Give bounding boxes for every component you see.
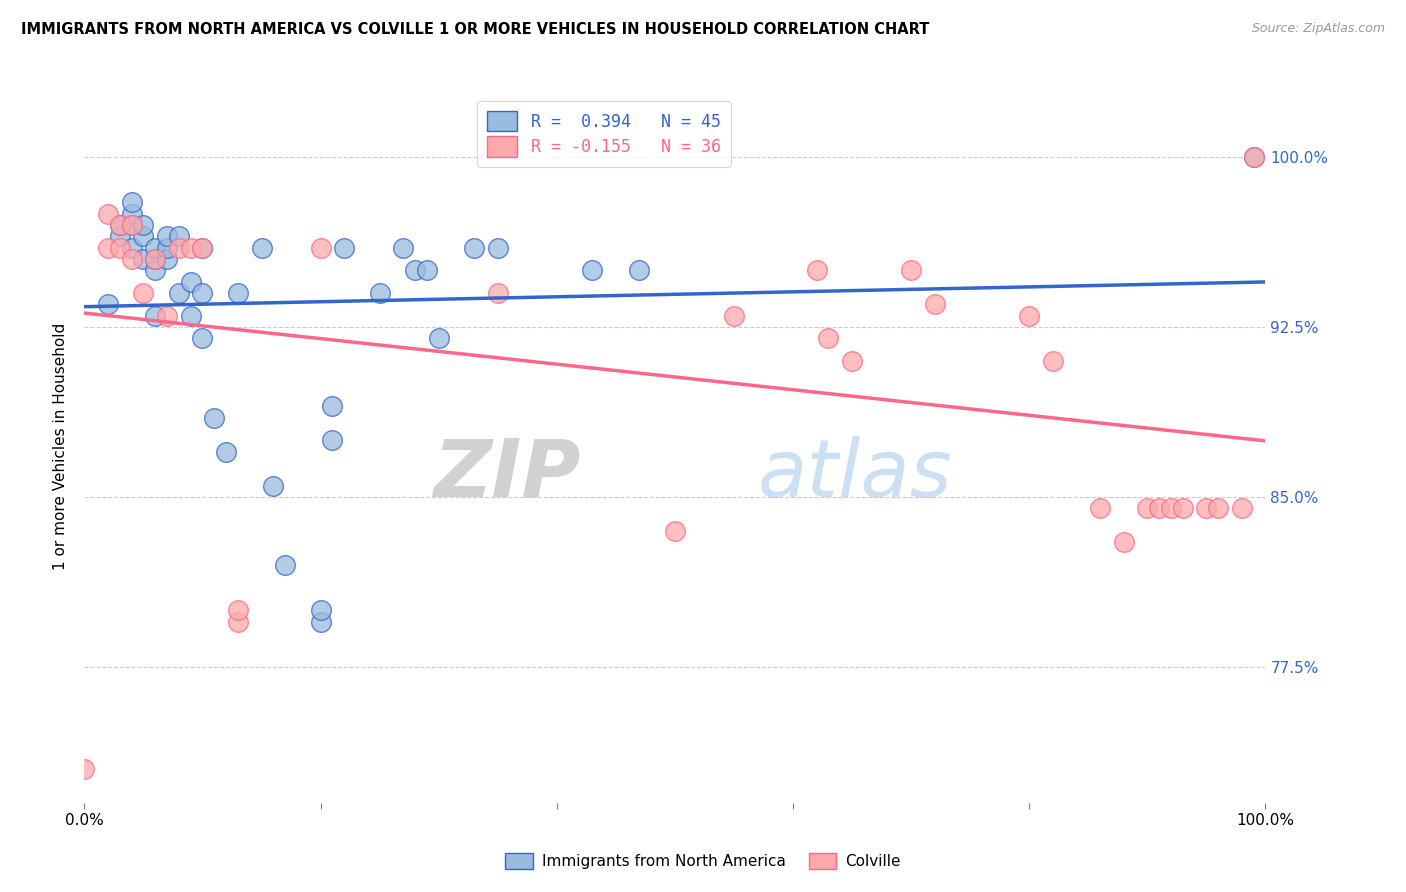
Point — [262, 478, 284, 492]
Point — [368, 286, 391, 301]
Point — [463, 241, 485, 255]
Point — [309, 615, 332, 629]
Point — [156, 229, 179, 244]
Point — [108, 241, 131, 255]
Point — [191, 331, 214, 345]
Point — [180, 309, 202, 323]
Point — [250, 241, 273, 255]
Point — [1088, 501, 1111, 516]
Point — [1147, 501, 1170, 516]
Point — [806, 263, 828, 277]
Point — [1230, 501, 1253, 516]
Point — [817, 331, 839, 345]
Point — [143, 252, 166, 266]
Point — [167, 286, 190, 301]
Point — [121, 218, 143, 232]
Point — [664, 524, 686, 538]
Text: ZIP: ZIP — [433, 435, 581, 514]
Point — [900, 263, 922, 277]
Point — [321, 434, 343, 448]
Point — [1206, 501, 1229, 516]
Point — [1195, 501, 1218, 516]
Point — [132, 286, 155, 301]
Point — [1112, 535, 1135, 549]
Point — [924, 297, 946, 311]
Point — [121, 252, 143, 266]
Point — [1042, 354, 1064, 368]
Point — [226, 286, 249, 301]
Text: Source: ZipAtlas.com: Source: ZipAtlas.com — [1251, 22, 1385, 36]
Point — [274, 558, 297, 572]
Point — [108, 229, 131, 244]
Point — [121, 195, 143, 210]
Point — [392, 241, 415, 255]
Point — [1018, 309, 1040, 323]
Point — [486, 241, 509, 255]
Text: IMMIGRANTS FROM NORTH AMERICA VS COLVILLE 1 OR MORE VEHICLES IN HOUSEHOLD CORREL: IMMIGRANTS FROM NORTH AMERICA VS COLVILL… — [21, 22, 929, 37]
Point — [1171, 501, 1194, 516]
Point — [723, 309, 745, 323]
Legend: R =  0.394   N = 45, R = -0.155   N = 36: R = 0.394 N = 45, R = -0.155 N = 36 — [478, 101, 731, 167]
Point — [97, 207, 120, 221]
Point — [1160, 501, 1182, 516]
Point — [309, 241, 332, 255]
Point — [202, 410, 225, 425]
Point — [132, 252, 155, 266]
Point — [73, 762, 96, 776]
Point — [97, 241, 120, 255]
Point — [143, 309, 166, 323]
Point — [416, 263, 439, 277]
Point — [132, 229, 155, 244]
Point — [191, 241, 214, 255]
Point — [167, 241, 190, 255]
Point — [628, 263, 651, 277]
Point — [191, 241, 214, 255]
Point — [143, 241, 166, 255]
Point — [97, 297, 120, 311]
Point — [121, 207, 143, 221]
Point — [180, 275, 202, 289]
Point — [309, 603, 332, 617]
Point — [132, 218, 155, 232]
Point — [333, 241, 356, 255]
Legend: Immigrants from North America, Colville: Immigrants from North America, Colville — [499, 847, 907, 875]
Point — [156, 309, 179, 323]
Point — [167, 229, 190, 244]
Point — [404, 263, 426, 277]
Point — [1136, 501, 1159, 516]
Point — [841, 354, 863, 368]
Point — [215, 444, 238, 458]
Text: atlas: atlas — [758, 435, 952, 514]
Point — [121, 218, 143, 232]
Point — [180, 241, 202, 255]
Point — [156, 252, 179, 266]
Point — [226, 615, 249, 629]
Point — [427, 331, 450, 345]
Point — [486, 286, 509, 301]
Point — [156, 241, 179, 255]
Point — [321, 400, 343, 414]
Point — [191, 286, 214, 301]
Point — [1243, 150, 1265, 164]
Point — [143, 252, 166, 266]
Point — [143, 263, 166, 277]
Point — [1243, 150, 1265, 164]
Point — [108, 218, 131, 232]
Point — [108, 218, 131, 232]
Point — [581, 263, 603, 277]
Point — [226, 603, 249, 617]
Y-axis label: 1 or more Vehicles in Household: 1 or more Vehicles in Household — [53, 322, 69, 570]
Point — [121, 241, 143, 255]
